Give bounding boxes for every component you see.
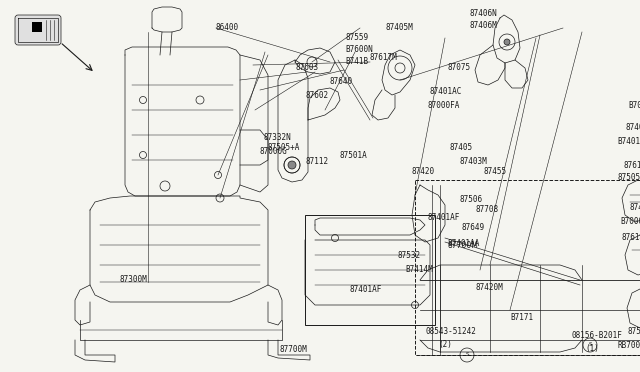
Polygon shape [504, 39, 510, 45]
Text: 87505+B: 87505+B [617, 173, 640, 183]
Text: 87700M: 87700M [280, 346, 308, 355]
Text: 87406M: 87406M [470, 22, 498, 31]
Text: 87401AF: 87401AF [350, 285, 382, 295]
Text: 87640: 87640 [330, 77, 353, 86]
Text: B7414M: B7414M [405, 266, 433, 275]
Bar [305, 215, 435, 325]
Text: 87405M: 87405M [385, 23, 413, 32]
Text: 87406N: 87406N [470, 10, 498, 19]
Text: 87401AA: 87401AA [448, 240, 481, 248]
Text: S: S [588, 343, 592, 347]
Text: 08543-51242: 08543-51242 [425, 327, 476, 337]
Text: 87501A: 87501A [340, 151, 368, 160]
Text: 87000G: 87000G [260, 148, 288, 157]
Polygon shape [288, 161, 296, 169]
Text: 87420M: 87420M [475, 283, 503, 292]
Text: B7000FB: B7000FB [620, 218, 640, 227]
Text: 87400: 87400 [626, 124, 640, 132]
FancyBboxPatch shape [15, 15, 61, 45]
Text: B7401AB: B7401AB [617, 138, 640, 147]
Text: 87602: 87602 [305, 92, 328, 100]
Text: (2): (2) [438, 340, 452, 350]
Text: 87405: 87405 [450, 144, 473, 153]
Text: 87420: 87420 [412, 167, 435, 176]
Text: 87332N: 87332N [264, 134, 292, 142]
Text: 08156-B201F: 08156-B201F [572, 330, 623, 340]
Text: B741B: B741B [345, 58, 368, 67]
Text: 87532: 87532 [397, 250, 420, 260]
Text: 87700M: 87700M [447, 241, 478, 250]
Text: 86400: 86400 [215, 22, 238, 32]
Text: 8755BP: 8755BP [628, 327, 640, 337]
Text: 87075: 87075 [447, 64, 470, 73]
Text: B70N6: B70N6 [628, 100, 640, 109]
Text: 87403M: 87403M [460, 157, 488, 167]
Text: 87617M: 87617M [370, 52, 397, 61]
Text: 87407N: 87407N [629, 203, 640, 212]
Text: 87649: 87649 [462, 224, 485, 232]
Text: S: S [465, 353, 468, 357]
Text: 87505+A: 87505+A [268, 144, 300, 153]
Text: 87401AF: 87401AF [427, 214, 460, 222]
Text: 87000FA: 87000FA [427, 100, 460, 109]
Text: B7171: B7171 [510, 314, 533, 323]
Text: 87300M: 87300M [120, 276, 148, 285]
Text: 87506: 87506 [460, 196, 483, 205]
Text: 87616: 87616 [624, 160, 640, 170]
Text: 87112: 87112 [305, 157, 328, 167]
Text: B7600N: B7600N [345, 45, 372, 55]
Text: 87455: 87455 [483, 167, 506, 176]
Text: RB700075: RB700075 [618, 340, 640, 350]
Bar [32, 22, 42, 32]
Text: 87603: 87603 [296, 64, 319, 73]
Text: (1): (1) [585, 343, 599, 353]
Text: 87401AC: 87401AC [430, 87, 462, 96]
Text: 87614: 87614 [622, 234, 640, 243]
Text: 87559: 87559 [345, 33, 368, 42]
Bar [415, 180, 640, 355]
Text: 87708: 87708 [475, 205, 498, 215]
